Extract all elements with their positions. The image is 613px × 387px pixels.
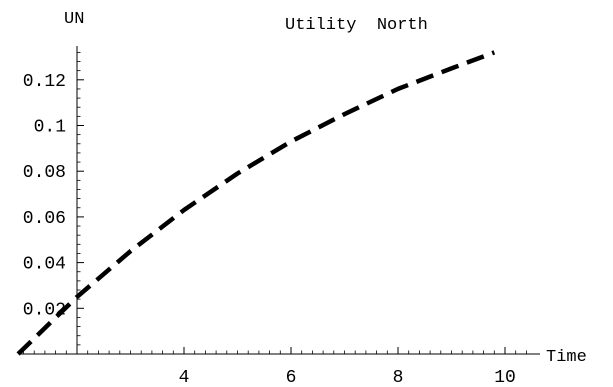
y-tick-label: 0.1 (34, 118, 66, 138)
x-tick-label: 4 (179, 368, 190, 387)
x-axis-label: Time (546, 348, 587, 367)
y-tick-label: 0.08 (23, 163, 66, 183)
y-tick-label: 0.02 (23, 300, 66, 320)
x-tick-label: 6 (286, 368, 297, 387)
chart-title: Utility North (285, 16, 428, 35)
y-tick-label: 0.06 (23, 209, 66, 229)
x-tick-label: 10 (494, 368, 516, 387)
y-tick-label: 0.04 (23, 255, 66, 275)
ticks: 4 6 8 10 0.02 0.04 0.06 0.08 0.1 0.12 (23, 51, 527, 387)
axes (20, 46, 540, 355)
y-tick-label: 0.12 (23, 72, 66, 92)
x-tick-label: 8 (393, 368, 404, 387)
y-axis-label: UN (64, 10, 84, 29)
series-line (16, 50, 496, 356)
series-lines (16, 50, 496, 356)
